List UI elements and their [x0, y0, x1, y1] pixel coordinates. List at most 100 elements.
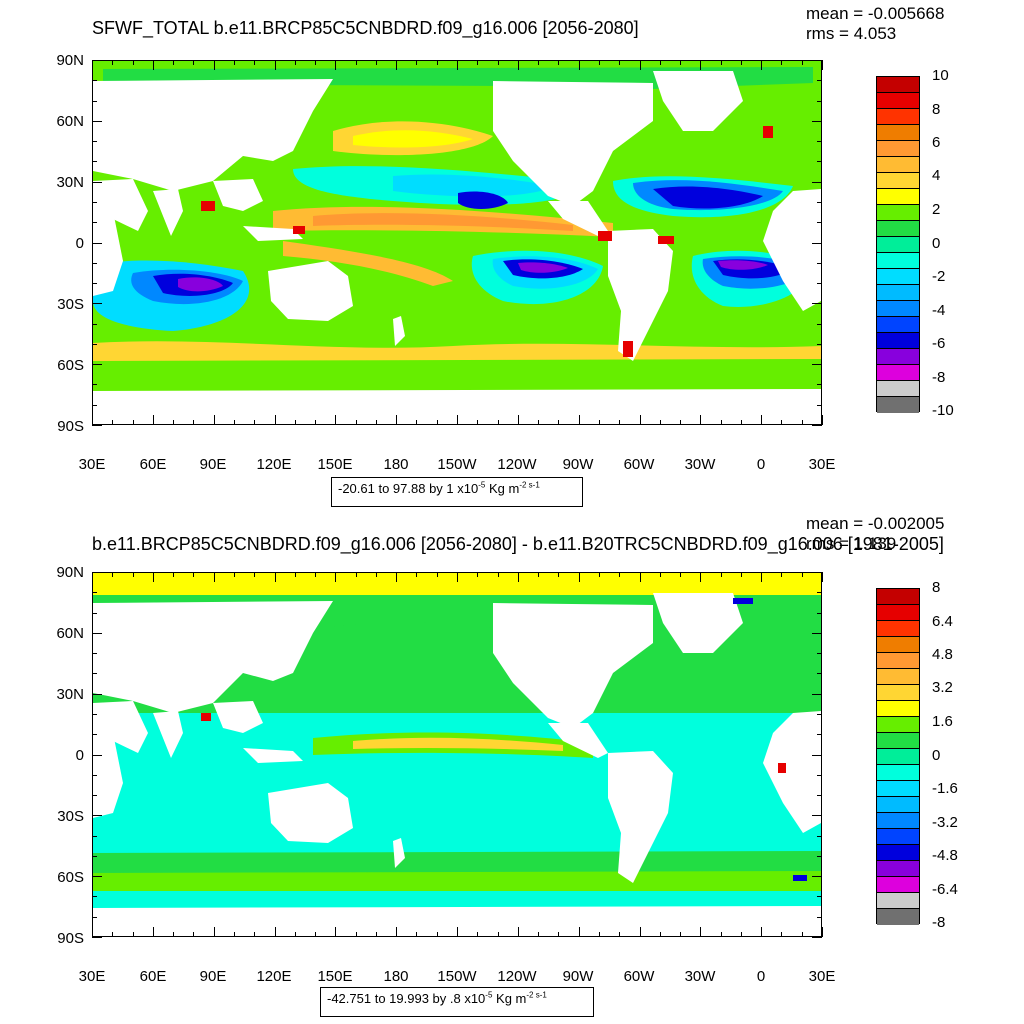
lat-tick: [817, 774, 822, 776]
lon-tick: [659, 60, 661, 65]
lon-tick: [355, 932, 357, 937]
lat-tick: [817, 855, 822, 857]
lat-tick: [92, 343, 97, 345]
colorbar-label: -8: [932, 369, 946, 386]
lon-label: 90E: [199, 968, 227, 985]
colorbar-label: -6: [932, 335, 946, 352]
lon-tick: [254, 932, 256, 937]
plot-title: SFWF_TOTAL b.e11.BRCP85C5CNBDRD.f09_g16.…: [92, 18, 639, 38]
lat-tick: [812, 60, 822, 61]
lon-tick: [517, 60, 519, 70]
lon-tick: [720, 572, 722, 577]
lat-tick: [817, 835, 822, 837]
lon-tick: [781, 572, 783, 577]
lat-label: 30N: [56, 686, 84, 703]
colorbar-label: 3.2: [932, 679, 953, 696]
lon-tick: [173, 420, 175, 425]
lon-tick: [680, 60, 682, 65]
colorbar-swatch: [877, 157, 919, 173]
lat-tick: [92, 774, 97, 776]
lon-tick: [598, 420, 600, 425]
colorbar-label: 10: [932, 67, 949, 84]
lon-tick: [213, 60, 215, 70]
lon-tick: [477, 572, 479, 577]
lon-label: 30W: [684, 456, 716, 473]
colorbar-swatch: [877, 189, 919, 205]
colorbar-swatch: [877, 685, 919, 701]
colorbar-swatch: [877, 621, 919, 637]
lon-label: 180: [383, 968, 409, 985]
colorbar-swatch: [877, 221, 919, 237]
lat-tick: [817, 323, 822, 325]
lon-tick: [538, 420, 540, 425]
colorbar-label: 4.8: [932, 646, 953, 663]
lat-tick: [92, 120, 102, 122]
lon-tick: [193, 572, 195, 577]
lon-tick: [477, 420, 479, 425]
lon-tick: [193, 932, 195, 937]
lon-tick: [92, 927, 93, 937]
lat-tick: [817, 896, 822, 898]
lat-tick: [92, 242, 102, 244]
colorbar-swatch: [877, 109, 919, 125]
lat-tick: [812, 181, 822, 183]
range-text: -42.751 to 19.993 by .8 x10: [327, 991, 486, 1006]
rms-stat: rms = 4.053: [806, 24, 897, 43]
lon-label: 0: [756, 456, 766, 473]
lon-tick: [193, 60, 195, 65]
lon-tick: [700, 572, 702, 582]
lat-label: 30S: [57, 808, 84, 825]
colorbar-swatch: [877, 669, 919, 685]
colorbar-swatch: [877, 333, 919, 349]
lat-tick: [817, 384, 822, 386]
lat-tick: [92, 323, 97, 325]
lon-tick: [517, 927, 519, 937]
lon-tick: [659, 932, 661, 937]
colorbar-label: 8: [932, 579, 941, 596]
lon-tick: [680, 420, 682, 425]
lon-tick: [801, 572, 803, 577]
lat-tick: [812, 425, 822, 426]
lon-tick: [822, 60, 823, 70]
lon-tick: [213, 572, 215, 582]
lat-tick: [92, 201, 97, 203]
lat-tick: [812, 693, 822, 695]
colorbar-label: -4: [932, 302, 946, 319]
lon-tick: [396, 927, 398, 937]
lon-label: 150W: [437, 456, 477, 473]
colorbar-swatch: [877, 765, 919, 781]
colorbar-label: -8: [932, 914, 946, 931]
lon-tick: [416, 572, 418, 577]
lat-tick: [817, 201, 822, 203]
lat-label: 90S: [57, 418, 84, 435]
lon-tick: [740, 420, 742, 425]
lon-tick: [274, 927, 276, 937]
mean-stat: mean = -0.002005: [806, 514, 945, 533]
lat-label: 30S: [57, 296, 84, 313]
lon-label: 120E: [256, 456, 292, 473]
colorbar-swatch: [877, 845, 919, 861]
lon-tick: [578, 927, 580, 937]
lon-tick: [92, 415, 93, 425]
lon-tick: [294, 60, 296, 65]
lat-tick: [817, 734, 822, 736]
colorbar-swatch: [877, 861, 919, 877]
colorbar-label: 0: [932, 235, 941, 252]
coastal-maxima: [201, 713, 786, 773]
lon-tick: [619, 420, 621, 425]
lon-label: 60W: [623, 456, 655, 473]
colorbar-swatch: [877, 717, 919, 733]
lon-tick: [396, 415, 398, 425]
lat-tick: [817, 612, 822, 614]
lon-tick: [132, 60, 134, 65]
colorbar-label: 1.6: [932, 713, 953, 730]
lon-tick: [436, 420, 438, 425]
lat-tick: [812, 754, 822, 756]
lat-tick: [817, 713, 822, 715]
lon-label: 30E: [808, 968, 836, 985]
lon-tick: [254, 420, 256, 425]
colorbar-swatch: [877, 77, 919, 93]
lon-tick: [680, 572, 682, 577]
lat-tick: [92, 592, 97, 594]
lat-tick: [817, 161, 822, 163]
